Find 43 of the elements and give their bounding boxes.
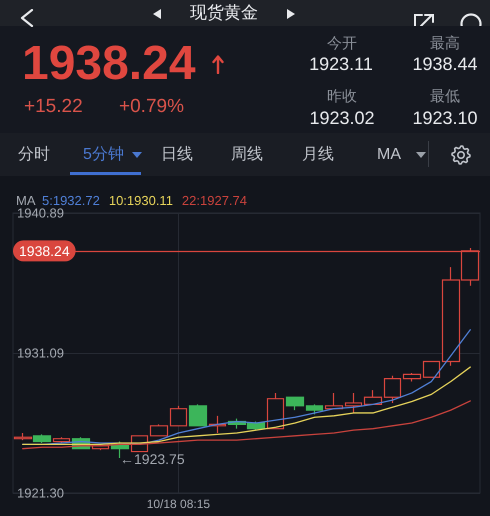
text: 周线 [231,145,263,164]
y-tick-label: 1940.89 [17,206,64,220]
candlestick [266,392,284,430]
text: 10:1930.11 [108,193,173,208]
ref-line-label: 1938.24 [19,242,70,259]
text: 今开 [327,35,357,53]
y-tick-label: 1931.09 [17,346,64,361]
candlestick [52,436,70,444]
text: 1923.02 [309,107,375,130]
text: MA [377,145,401,164]
candlestick [402,372,422,382]
text: 5分钟 [83,145,124,164]
text: 22:1927.74 [182,193,248,208]
y-tick-label: 1921.30 [17,486,64,500]
text: 1938.24 [22,36,196,92]
text: 分时 [18,145,50,164]
candlestick [170,405,188,426]
candlestick [286,396,304,411]
chart-title: 现货黄金 [190,3,258,23]
line-series [22,400,471,450]
candlestick [14,432,32,441]
annotation: ←1923.75 [120,450,185,468]
text: 昨收 [327,88,357,106]
candlestick [188,404,208,426]
text: 日线 [161,145,193,164]
text: 1923.10 [412,107,478,130]
text: 月线 [302,145,334,164]
text: +15.22 [24,94,83,118]
candlestick [344,392,362,414]
candlestick [422,360,440,378]
text: 1938.44 [412,53,478,76]
candlestick [32,434,52,444]
legend-title: MA [16,193,36,208]
text: +0.79% [119,94,184,118]
text: 1923.11 [309,53,373,76]
text: 5:1932.72 [42,193,100,208]
candlestick [150,424,168,436]
line-series [22,366,471,446]
candlestick [384,375,402,404]
candlestick [306,404,324,415]
text: 最低 [430,88,460,106]
text: 最高 [430,35,460,53]
x-tick-label: 10/18 08:15 [146,497,210,511]
